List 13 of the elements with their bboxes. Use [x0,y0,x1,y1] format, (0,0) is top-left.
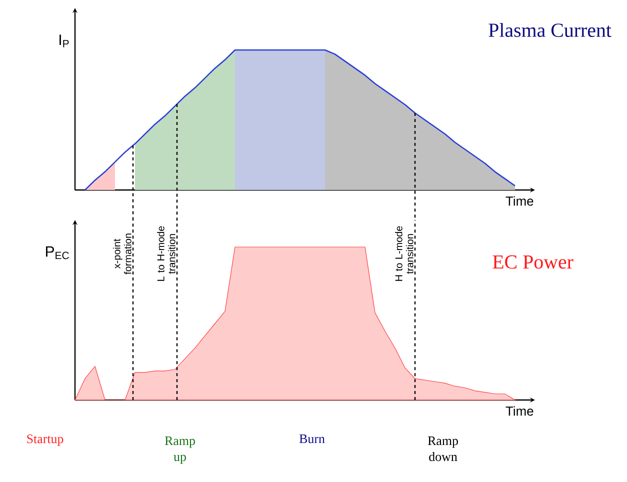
chart-title: Plasma Current [488,22,612,37]
text: Burn [299,434,325,444]
y-axis-title: I$_{P}$ [60,34,69,48]
text: Startup [27,434,64,446]
annotation: H to L-mode transition [395,226,414,281]
x-axis-title: Time [506,406,534,416]
annotation: x-point formation [113,234,132,274]
y-axis-title: P$_{EC}$ [46,246,69,260]
text: Ramp down [428,436,458,462]
x-axis-title: Time [506,196,534,206]
chart-title: EC Power [492,255,574,269]
annotation: L to H-mode transition [157,226,176,281]
text: Ramp up [164,436,195,464]
